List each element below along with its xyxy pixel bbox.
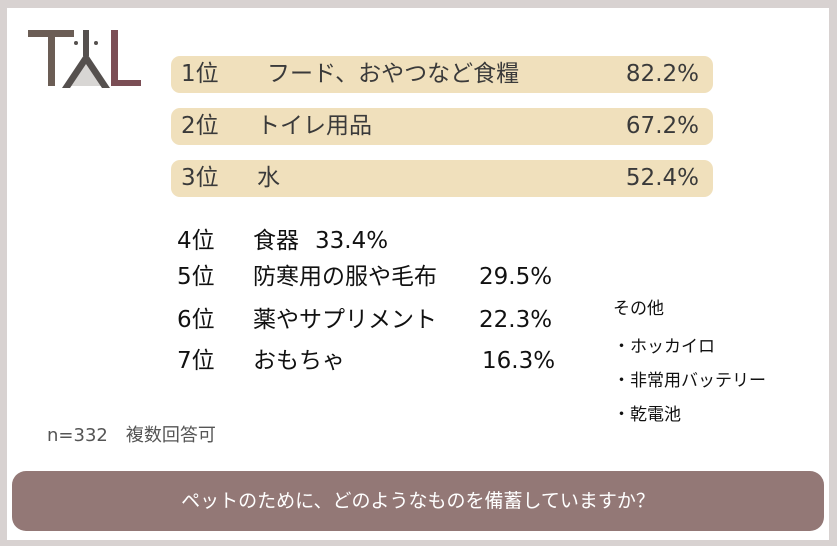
item-label: 食器 — [253, 228, 299, 254]
item-label: 水 — [257, 165, 280, 191]
others-item: ・非常用バッテリー — [613, 371, 766, 391]
question-banner: ペットのために、どのようなものを備蓄していますか？ — [12, 471, 824, 531]
rank-label: 7位 — [177, 348, 215, 374]
item-label: フード、おやつなど食糧 — [267, 61, 520, 87]
percent-value: 52.4% — [625, 165, 699, 191]
percent-value: 67.2% — [625, 113, 699, 139]
rank-1-bar: 1位 フード、おやつなど食糧 82.2% — [171, 56, 713, 93]
percent-value: 22.3% — [479, 307, 553, 333]
item-label: 薬やサプリメント — [253, 307, 437, 333]
others-title: その他 — [613, 299, 664, 319]
sample-note: n=332 複数回答可 — [47, 425, 216, 446]
tal-logo — [28, 30, 141, 88]
item-label: トイレ用品 — [257, 113, 372, 139]
infographic-panel — [7, 8, 829, 540]
rank-label: 6位 — [177, 307, 215, 333]
item-label: 防寒用の服や毛布 — [253, 264, 437, 290]
percent-value: 82.2% — [625, 61, 699, 87]
rank-2-bar: 2位 トイレ用品 67.2% — [171, 108, 713, 145]
rank-label: 5位 — [177, 264, 215, 290]
rank-label: 4位 — [177, 228, 215, 254]
others-item: ・ホッカイロ — [613, 337, 715, 357]
rank-label: 3位 — [181, 165, 219, 191]
rank-label: 1位 — [181, 61, 219, 87]
item-label: おもちゃ — [253, 348, 345, 374]
others-item: ・乾電池 — [613, 405, 681, 425]
rank-3-bar: 3位 水 52.4% — [171, 160, 713, 197]
others-list: その他 ・ホッカイロ ・非常用バッテリー ・乾電池 — [613, 296, 766, 432]
percent-value: 33.4% — [315, 228, 389, 254]
rank-label: 2位 — [181, 113, 219, 139]
percent-value: 29.5% — [479, 264, 553, 290]
percent-value: 16.3% — [482, 348, 556, 374]
